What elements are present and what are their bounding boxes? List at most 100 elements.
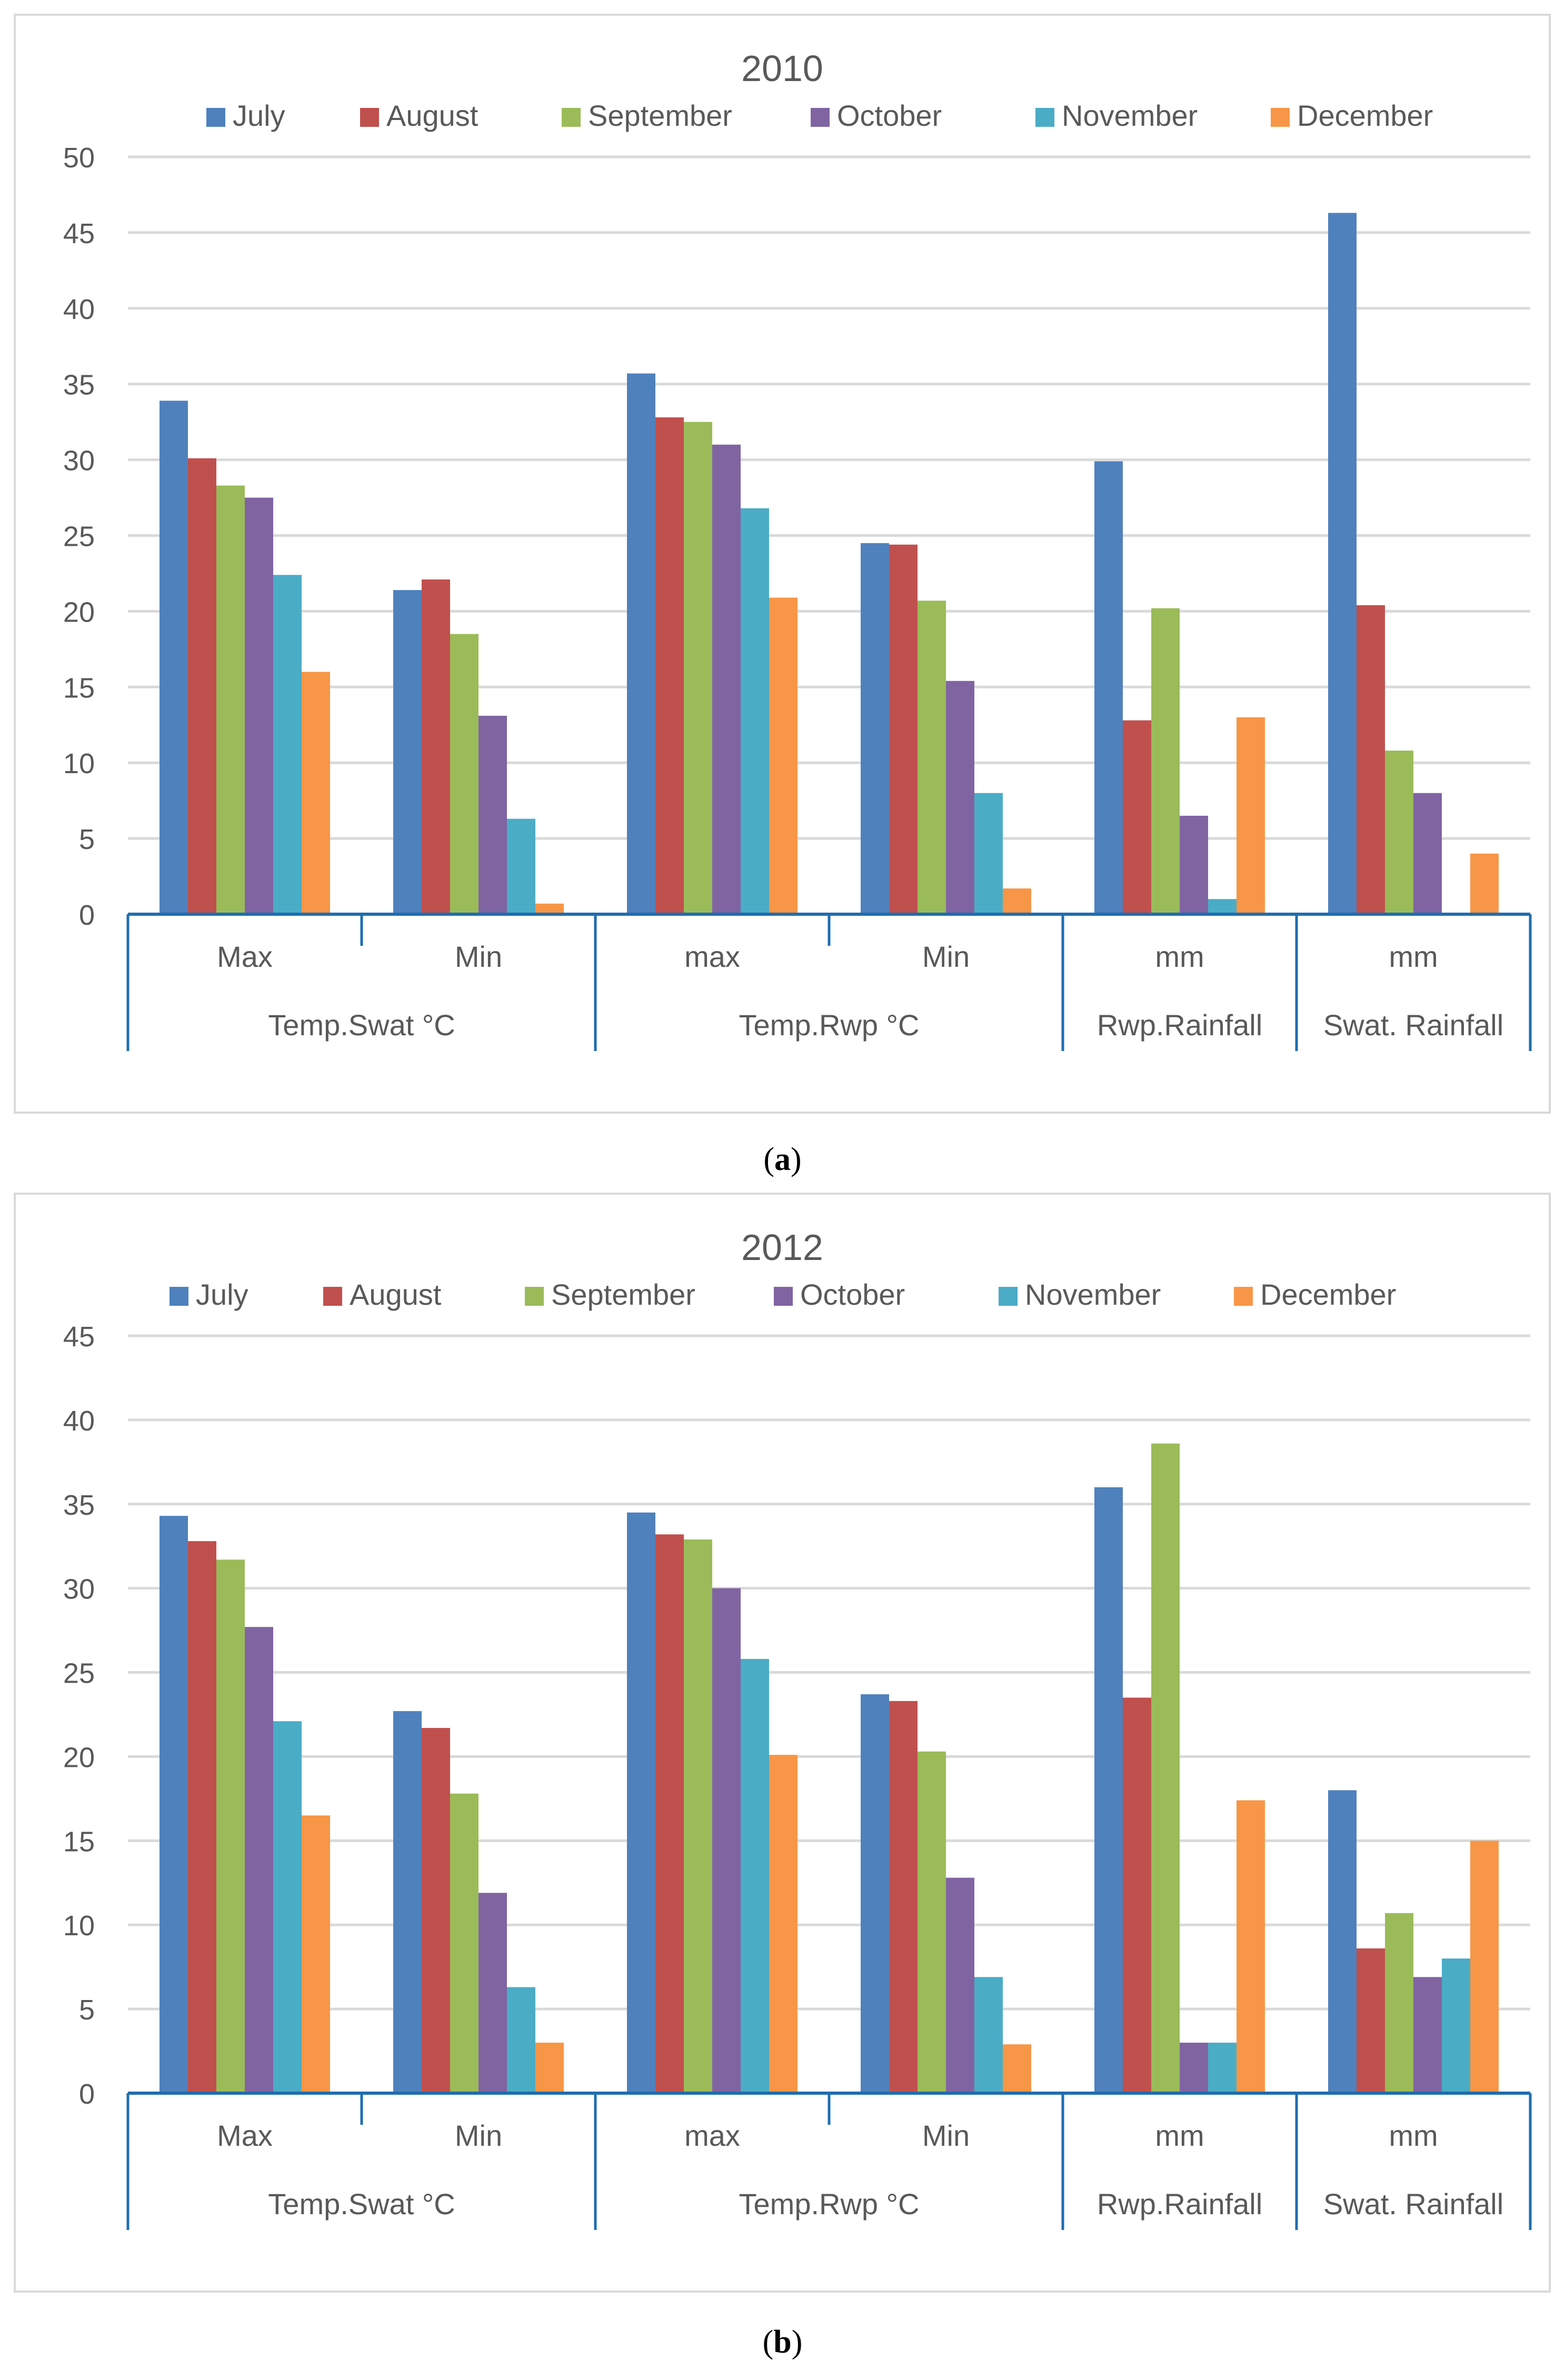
bar bbox=[684, 1539, 712, 2093]
chart-title: 2012 bbox=[741, 1227, 823, 1268]
bar bbox=[1180, 2043, 1208, 2093]
bar bbox=[1094, 1487, 1123, 2093]
category-label: max bbox=[684, 2119, 740, 2152]
legend-swatch bbox=[323, 1287, 342, 1306]
bar bbox=[974, 1977, 1003, 2093]
y-tick-label: 5 bbox=[79, 824, 95, 855]
bar bbox=[627, 1512, 655, 2093]
category-label: mm bbox=[1389, 2119, 1438, 2152]
y-tick-label: 20 bbox=[63, 596, 95, 628]
y-tick-label: 45 bbox=[63, 218, 95, 249]
y-tick-label: 40 bbox=[63, 1405, 95, 1437]
bar bbox=[273, 1721, 302, 2093]
bar bbox=[769, 1755, 798, 2093]
bar bbox=[1180, 815, 1208, 914]
bar bbox=[422, 579, 450, 914]
bar bbox=[1328, 1790, 1357, 2093]
bar bbox=[1123, 720, 1151, 914]
bar bbox=[655, 1534, 684, 2093]
bar bbox=[741, 508, 769, 914]
category-label: max bbox=[684, 940, 740, 973]
legend-swatch bbox=[562, 108, 581, 127]
group-label: Swat. Rainfall bbox=[1323, 2187, 1503, 2221]
bar bbox=[861, 1694, 889, 2093]
group-label: Swat. Rainfall bbox=[1323, 1008, 1503, 1042]
bar bbox=[918, 601, 946, 914]
y-tick-label: 45 bbox=[63, 1321, 95, 1353]
bar bbox=[1470, 1841, 1499, 2093]
bar bbox=[1385, 751, 1413, 914]
bar bbox=[684, 422, 712, 914]
category-label: Min bbox=[922, 940, 970, 973]
bar bbox=[1237, 1800, 1265, 2093]
y-tick-label: 10 bbox=[63, 748, 95, 779]
bar bbox=[535, 2043, 564, 2093]
bar bbox=[712, 1588, 741, 2093]
category-label: Max bbox=[217, 940, 273, 973]
bar bbox=[1003, 2044, 1031, 2093]
bar bbox=[393, 1711, 422, 2093]
y-tick-label: 20 bbox=[63, 1742, 95, 1773]
legend-swatch bbox=[206, 108, 225, 127]
legend-swatch bbox=[811, 108, 830, 127]
y-tick-label: 40 bbox=[63, 294, 95, 325]
group-label: Temp.Swat °C bbox=[268, 1008, 455, 1042]
bar bbox=[188, 1541, 216, 2093]
bar bbox=[479, 1893, 507, 2093]
category-label: mm bbox=[1389, 940, 1438, 973]
legend-label: August bbox=[350, 1278, 442, 1311]
legend-label: December bbox=[1297, 99, 1433, 132]
y-tick-label: 15 bbox=[63, 672, 95, 704]
chart-title: 2010 bbox=[741, 48, 823, 89]
panel-label-a: a bbox=[774, 1142, 791, 1177]
bar bbox=[302, 1815, 330, 2093]
bar bbox=[1328, 213, 1357, 915]
group-label: Temp.Rwp °C bbox=[739, 1008, 920, 1042]
bar bbox=[479, 715, 507, 914]
y-tick-label: 25 bbox=[63, 521, 95, 553]
category-label: Min bbox=[455, 2119, 502, 2152]
bar bbox=[1357, 1948, 1385, 2093]
legend-label: July bbox=[196, 1278, 248, 1311]
bar bbox=[302, 672, 330, 914]
y-tick-label: 30 bbox=[63, 1574, 95, 1605]
bar bbox=[655, 417, 684, 914]
category-label: Max bbox=[217, 2119, 273, 2152]
bar bbox=[245, 497, 273, 914]
bar bbox=[1237, 717, 1265, 914]
bar bbox=[160, 401, 188, 914]
bar bbox=[393, 590, 422, 914]
category-label: mm bbox=[1155, 940, 1204, 973]
chart-2012: 2012 July August September October November De… bbox=[63, 1227, 1532, 2230]
y-tick-label: 25 bbox=[63, 1658, 95, 1689]
bar bbox=[1208, 2043, 1237, 2093]
y-tick-label: 15 bbox=[63, 1826, 95, 1857]
bar bbox=[160, 1516, 188, 2093]
bar bbox=[741, 1658, 769, 2093]
bar bbox=[946, 681, 974, 914]
legend-label: September bbox=[551, 1278, 695, 1311]
bar bbox=[974, 793, 1003, 914]
legend-swatch bbox=[1035, 108, 1054, 127]
legend: July August September October November Decemb… bbox=[206, 99, 1433, 132]
legend-label: November bbox=[1025, 1278, 1161, 1311]
y-tick-label: 0 bbox=[79, 899, 95, 931]
bar bbox=[216, 485, 245, 914]
legend-swatch bbox=[1271, 108, 1290, 127]
legend-label: August bbox=[386, 99, 479, 132]
legend-label: November bbox=[1062, 99, 1198, 132]
bar bbox=[769, 597, 798, 914]
bar bbox=[1413, 1977, 1442, 2093]
bar bbox=[1151, 608, 1180, 914]
y-tick-label: 5 bbox=[79, 1994, 95, 2026]
legend-swatch bbox=[999, 1287, 1018, 1306]
bar bbox=[216, 1559, 245, 2093]
category-label: Min bbox=[455, 940, 502, 973]
category-label: Min bbox=[922, 2119, 970, 2152]
legend-swatch bbox=[170, 1287, 188, 1306]
group-label: Rwp.Rainfall bbox=[1097, 2187, 1262, 2221]
chart-panel-b: 2012 July August September October November De… bbox=[14, 1193, 1551, 2293]
bar bbox=[627, 373, 655, 915]
category-label: mm bbox=[1155, 2119, 1204, 2152]
